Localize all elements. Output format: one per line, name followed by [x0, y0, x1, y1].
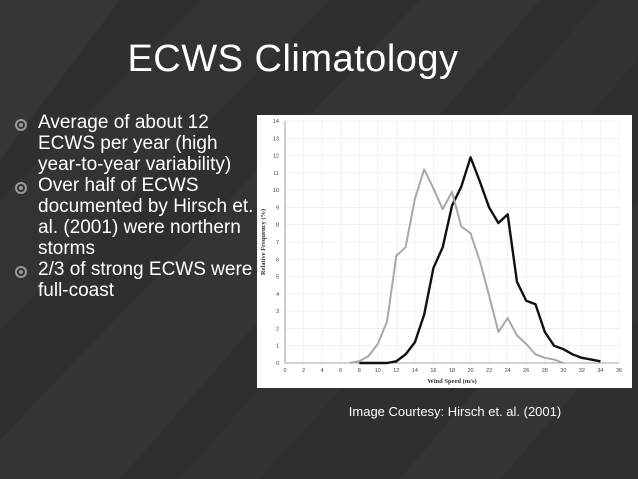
series-line-gray	[349, 168, 564, 364]
wind-speed-frequency-chart: 0 2 4 6 8 10 12 14 16 18 20 22 24 26 28 30 32 34 360123456…	[260, 119, 622, 385]
y-tick-label: 13	[273, 136, 279, 142]
x-tick-label: 2	[302, 368, 305, 374]
x-tick-label: 14	[412, 368, 418, 374]
x-tick-label: 0	[283, 368, 286, 374]
y-tick-label: 9	[276, 205, 279, 211]
bullet-text: Over half of ECWS documented by Hirsch e…	[38, 175, 254, 259]
y-tick-label: 2	[276, 326, 279, 332]
y-tick-label: 1	[276, 344, 279, 350]
bullet-item: Over half of ECWS documented by Hirsch e…	[14, 175, 254, 259]
series-line-black	[359, 156, 601, 365]
y-tick-label: 5	[276, 275, 279, 281]
y-tick-label: 4	[276, 292, 279, 298]
y-tick-label: 6	[276, 257, 279, 263]
bullet-ring-icon	[14, 112, 34, 175]
bullet-list: Average of about 12 ECWS per year (high …	[14, 112, 254, 301]
image-caption: Image Courtesy: Hirsch et. al. (2001)	[348, 404, 562, 419]
y-tick-label: 10	[273, 188, 279, 194]
x-tick-label: 26	[523, 368, 529, 374]
y-tick-label: 0	[276, 361, 279, 367]
bullet-text: 2/3 of strong ECWS were full-coast	[38, 259, 253, 301]
x-tick-label: 20	[467, 368, 473, 374]
bullet-text: Average of about 12 ECWS per year (high …	[38, 112, 232, 175]
x-tick-label: 32	[579, 368, 585, 374]
x-tick-label: 28	[542, 368, 548, 374]
bullet-item: 2/3 of strong ECWS were full-coast	[14, 259, 254, 301]
x-tick-label: 36	[616, 368, 622, 374]
x-axis-label: Wind Speed (m/s)	[427, 378, 476, 385]
x-tick-label: 34	[597, 368, 603, 374]
x-tick-label: 12	[393, 368, 399, 374]
slide-title: ECWS Climatology	[127, 38, 459, 80]
x-tick-label: 8	[358, 368, 361, 374]
y-tick-label: 8	[276, 223, 279, 229]
bullet-ring-icon	[14, 259, 34, 301]
y-axis-label: Relative Frequency (%)	[260, 209, 267, 275]
chart-figure: 0 2 4 6 8 10 12 14 16 18 20 22 24 26 28 30 32 34 36 0 1 2 3 4 5 6…	[257, 115, 632, 388]
bullet-item: Average of about 12 ECWS per year (high …	[14, 112, 254, 175]
y-tick-label: 7	[276, 240, 279, 246]
y-tick-label: 12	[273, 154, 279, 160]
x-tick-label: 16	[430, 368, 436, 374]
x-tick-label: 22	[486, 368, 492, 374]
y-tick-label: 14	[273, 119, 279, 125]
x-tick-label: 18	[449, 368, 455, 374]
x-tick-label: 4	[321, 368, 324, 374]
bullet-ring-icon	[14, 175, 34, 259]
x-tick-label: 10	[375, 368, 381, 374]
y-tick-label: 3	[276, 309, 279, 315]
x-tick-label: 30	[560, 368, 566, 374]
x-tick-label: 6	[339, 368, 342, 374]
x-tick-label: 24	[505, 368, 511, 374]
y-tick-label: 11	[273, 171, 279, 177]
